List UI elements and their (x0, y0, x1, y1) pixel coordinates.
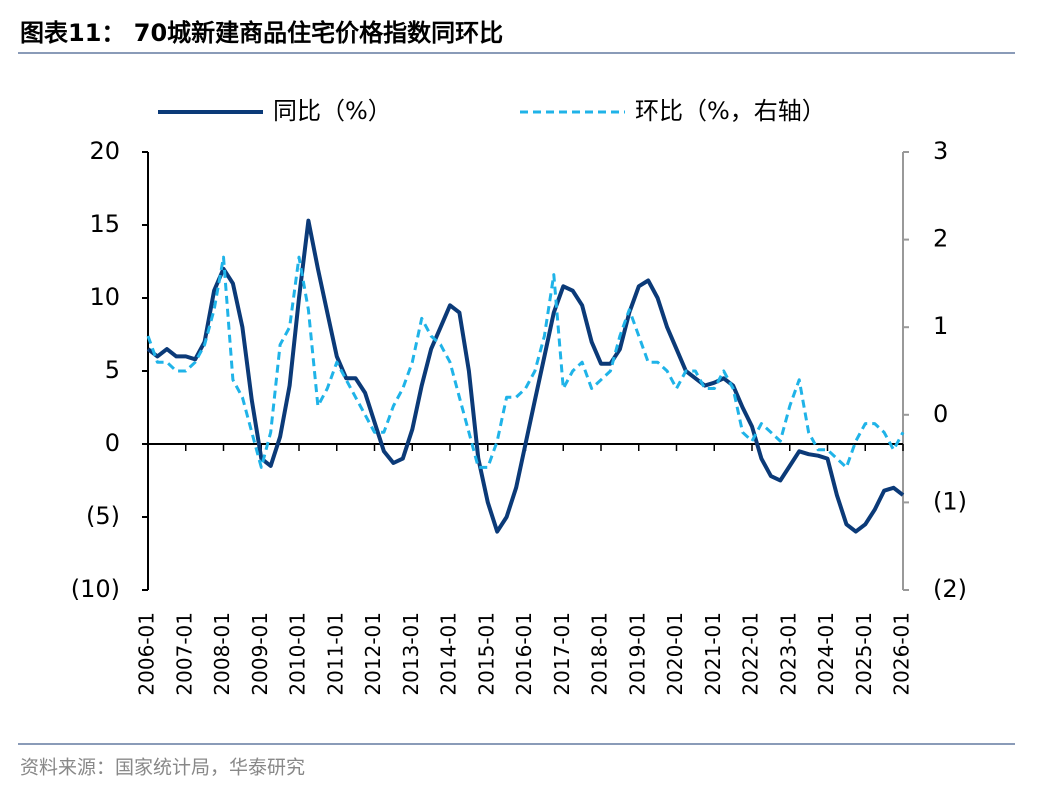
series-line (146, 255, 905, 469)
x-tick-label: 2020-01 (663, 612, 687, 696)
x-tick-label: 2008-01 (210, 612, 234, 696)
y2-tick-label: 2 (933, 225, 948, 253)
x-tick-label: 2013-01 (399, 612, 423, 696)
legend-label: 同比（%） (273, 97, 392, 125)
x-tick-label: 2025-01 (852, 612, 876, 696)
y2-tick-label: 0 (933, 400, 948, 428)
legend-label: 环比（%，右轴） (635, 97, 826, 125)
x-tick-label: 2026-01 (890, 612, 914, 696)
x-tick-label: 2016-01 (512, 612, 536, 696)
x-tick-label: 2006-01 (135, 612, 159, 696)
series-line (146, 218, 905, 534)
y2-tick-label: (2) (933, 575, 967, 603)
y-tick-label: (5) (86, 502, 120, 530)
x-tick-label: 2018-01 (588, 612, 612, 696)
title: 图表11： 70城新建商品住宅价格指数同环比 (20, 19, 503, 47)
y2-tick-label: (1) (933, 487, 967, 515)
source: 资料来源：国家统计局，华泰研究 (20, 757, 305, 779)
y-tick-label: 20 (89, 137, 120, 165)
y-tick-label: 10 (89, 283, 120, 311)
x-tick-label: 2010-01 (286, 612, 310, 696)
x-tick-label: 2023-01 (776, 612, 800, 696)
x-tick-label: 2009-01 (248, 612, 272, 696)
x-tick-label: 2019-01 (625, 612, 649, 696)
y-tick-label: 15 (89, 210, 120, 238)
x-tick-label: 2007-01 (172, 612, 196, 696)
x-tick-label: 2015-01 (474, 612, 498, 696)
x-tick-label: 2012-01 (361, 612, 385, 696)
x-tick-label: 2022-01 (739, 612, 763, 696)
x-tick-label: 2017-01 (550, 612, 574, 696)
y-tick-label: 0 (105, 429, 120, 457)
x-tick-label: 2021-01 (701, 612, 725, 696)
y2-tick-label: 3 (933, 137, 948, 165)
x-tick-label: 2024-01 (814, 612, 838, 696)
y-tick-label: (10) (71, 575, 120, 603)
y2-tick-label: 1 (933, 312, 948, 340)
y-tick-label: 5 (105, 356, 120, 384)
x-tick-label: 2011-01 (323, 612, 347, 696)
x-tick-label: 2014-01 (437, 612, 461, 696)
